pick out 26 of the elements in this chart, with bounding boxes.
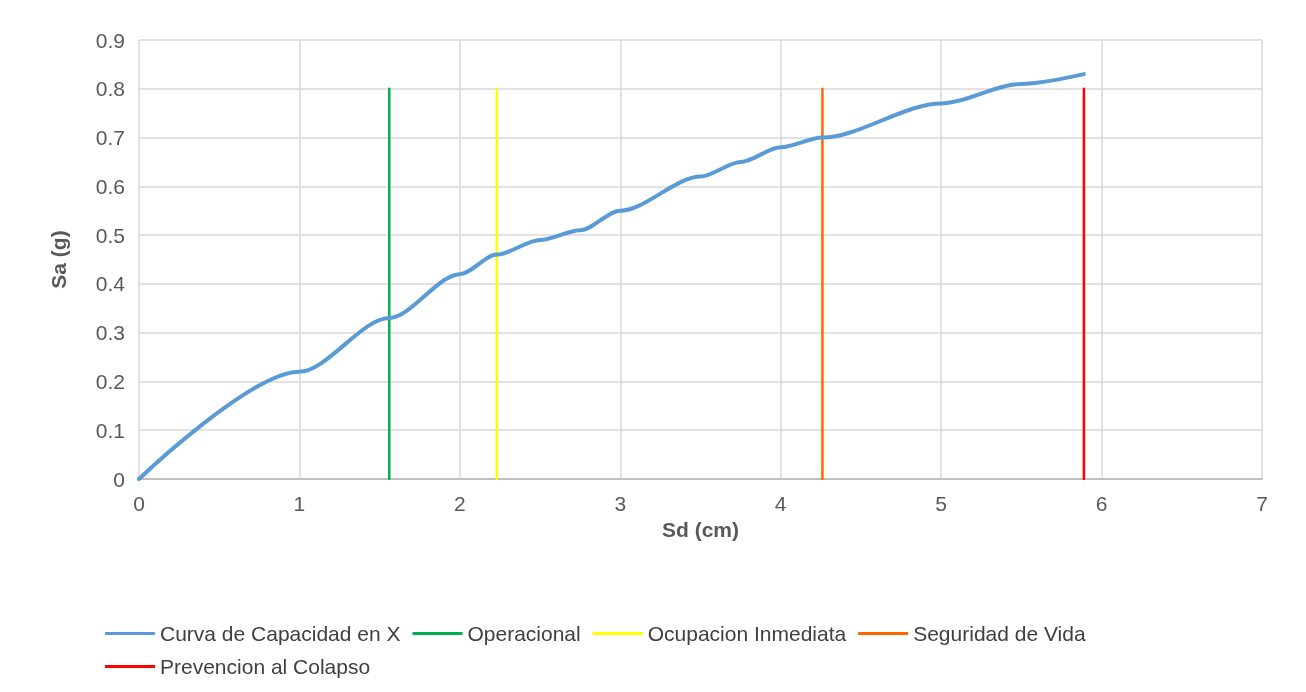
y-tick-label: 0 <box>113 467 125 491</box>
x-tick-label: 7 <box>1256 492 1268 515</box>
y-tick-label: 0.8 <box>95 77 125 101</box>
x-tick-label: 5 <box>935 492 947 515</box>
legend-label: Prevencion al Colapso <box>160 655 371 678</box>
y-tick-label: 0.5 <box>95 223 125 247</box>
x-tick-label: 6 <box>1095 492 1108 515</box>
y-tick-label: 0.4 <box>95 272 126 296</box>
y-tick-label: 0.2 <box>95 369 125 393</box>
y-tick-label: 0.6 <box>95 174 125 198</box>
y-tick-label: 0.9 <box>95 28 125 52</box>
legend-label: Operacional <box>467 622 581 645</box>
x-tick-label: 4 <box>774 492 787 515</box>
y-tick-label: 0.1 <box>95 418 125 442</box>
x-tick-label: 3 <box>614 492 627 515</box>
x-tick-label: 1 <box>293 492 306 515</box>
y-tick-label: 0.7 <box>95 126 125 150</box>
legend-label: Ocupacion Inmediata <box>647 622 847 645</box>
y-tick-label: 0.3 <box>95 321 125 345</box>
x-axis-title: Sd (cm) <box>661 517 740 541</box>
x-tick-label: 2 <box>454 492 466 515</box>
legend-label: Curva de Capacidad en X <box>160 622 401 645</box>
legend-label: Seguridad de Vida <box>913 622 1086 645</box>
x-tick-label: 0 <box>133 492 145 515</box>
line-series <box>137 72 1086 481</box>
y-axis-title: Sa (g) <box>47 230 70 289</box>
